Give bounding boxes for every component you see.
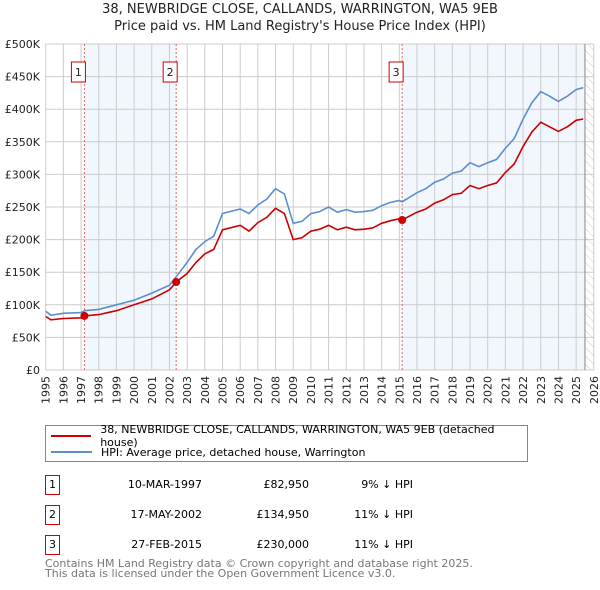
sale-marker-badge: 1: [45, 475, 60, 495]
sale-price: £82,950: [263, 478, 310, 491]
x-tick-label: 2024: [552, 376, 565, 404]
x-tick-label: 1999: [110, 376, 123, 404]
x-tick-label: 2025: [570, 376, 583, 404]
hpi-line: [45, 86, 584, 317]
x-tick-label: 2006: [234, 376, 247, 404]
legend: 38, NEWBRIDGE CLOSE, CALLANDS, WARRINGTO…: [45, 423, 528, 462]
x-tick-label: 2009: [287, 376, 300, 404]
sale-hpi-diff: 11% ↓ HPI: [354, 538, 413, 551]
legend-label-property: 38, NEWBRIDGE CLOSE, CALLANDS, WARRINGTO…: [100, 423, 495, 449]
y-tick-label: £350K: [5, 136, 41, 149]
x-tick-label: 2017: [429, 376, 442, 404]
x-tick-label: 2004: [199, 376, 212, 404]
sale-label: 3: [393, 66, 400, 79]
x-tick-label: 2020: [482, 376, 495, 404]
sale-row: 3 27-FEB-2015 £230,000 11% ↓ HPI: [45, 535, 445, 555]
legend-swatch-hpi: [51, 451, 92, 453]
attribution: Contains HM Land Registry data © Crown c…: [45, 557, 473, 580]
x-tick-label: 2007: [252, 376, 265, 404]
y-tick-label: £100K: [5, 299, 41, 312]
x-tick-label: 2013: [358, 376, 371, 404]
x-tick-label: 2022: [517, 376, 530, 404]
sale-point: [398, 216, 407, 225]
attribution-line: This data is licensed under the Open Gov…: [45, 567, 396, 580]
x-tick-label: 1995: [40, 376, 53, 404]
x-tick-label: 2001: [146, 376, 159, 404]
sale-date: 17-MAY-2002: [130, 508, 202, 521]
x-tick-label: 2026: [588, 376, 600, 404]
x-tick-label: 1996: [57, 376, 70, 404]
y-tick-label: £500K: [5, 38, 41, 51]
y-tick-label: £50K: [12, 331, 41, 344]
x-tick-label: 2011: [323, 376, 336, 404]
x-tick-label: 2014: [376, 376, 389, 404]
sale-date: 27-FEB-2015: [131, 538, 202, 551]
sale-point: [172, 278, 181, 287]
x-tick-label: 2002: [163, 376, 176, 404]
x-tick-label: 1997: [75, 376, 88, 404]
x-tick-label: 2005: [217, 376, 230, 404]
x-tick-label: 2015: [393, 376, 406, 404]
sale-hpi-diff: 11% ↓ HPI: [354, 508, 413, 521]
sale-date: 10-MAR-1997: [127, 478, 202, 491]
legend-swatch-property: [51, 435, 92, 437]
price-paid-line: [45, 118, 584, 321]
y-tick-label: £200K: [5, 234, 41, 247]
x-tick-label: 1998: [93, 376, 106, 404]
x-tick-label: 2012: [340, 376, 353, 404]
sale-label-box: [70, 61, 86, 83]
sale-hpi-diff: 9% ↓ HPI: [361, 478, 413, 491]
chart-subtitle: Price paid vs. HM Land Registry's House …: [114, 19, 486, 34]
y-tick-label: £250K: [5, 201, 41, 214]
y-tick-label: £150K: [5, 266, 41, 279]
sale-marker-badge: 3: [45, 535, 60, 555]
sale-label-box: [162, 61, 178, 83]
y-tick-label: £300K: [5, 168, 41, 181]
x-tick-label: 2000: [128, 376, 141, 404]
sale-label-box: [388, 61, 404, 83]
sale-price: £134,950: [256, 508, 310, 521]
sale-label: 1: [75, 66, 82, 79]
sale-label: 2: [167, 66, 174, 79]
plot-area: 1995 1996 1997 1998 1999 2000 2001 2002 2003 2004…: [5, 38, 600, 404]
x-tick-label: 2016: [411, 376, 424, 404]
y-tick-label: £450K: [5, 71, 41, 84]
legend-label-hpi: HPI: Average price, detached house, Warr…: [101, 445, 366, 459]
x-tick-label: 2003: [181, 376, 194, 404]
sale-point: [80, 311, 89, 320]
y-tick-label: £0: [26, 364, 40, 377]
sale-row: 2 17-MAY-2002 £134,950 11% ↓ HPI: [45, 505, 445, 525]
x-tick-label: 2008: [270, 376, 283, 404]
sale-marker-badge: 2: [45, 505, 60, 525]
x-tick-label: 2021: [499, 376, 512, 404]
x-tick-label: 2023: [535, 376, 548, 404]
x-tick-label: 2010: [305, 376, 318, 404]
chart-title: 38, NEWBRIDGE CLOSE, CALLANDS, WARRINGTO…: [102, 2, 498, 17]
x-tick-label: 2018: [446, 376, 459, 404]
y-tick-label: £400K: [5, 103, 41, 116]
sale-row: 1 10-MAR-1997 £82,950 9% ↓ HPI: [45, 475, 445, 495]
attribution-line: Contains HM Land Registry data © Crown c…: [45, 557, 473, 570]
x-tick-label: 2019: [464, 376, 477, 404]
sale-price: £230,000: [256, 538, 310, 551]
